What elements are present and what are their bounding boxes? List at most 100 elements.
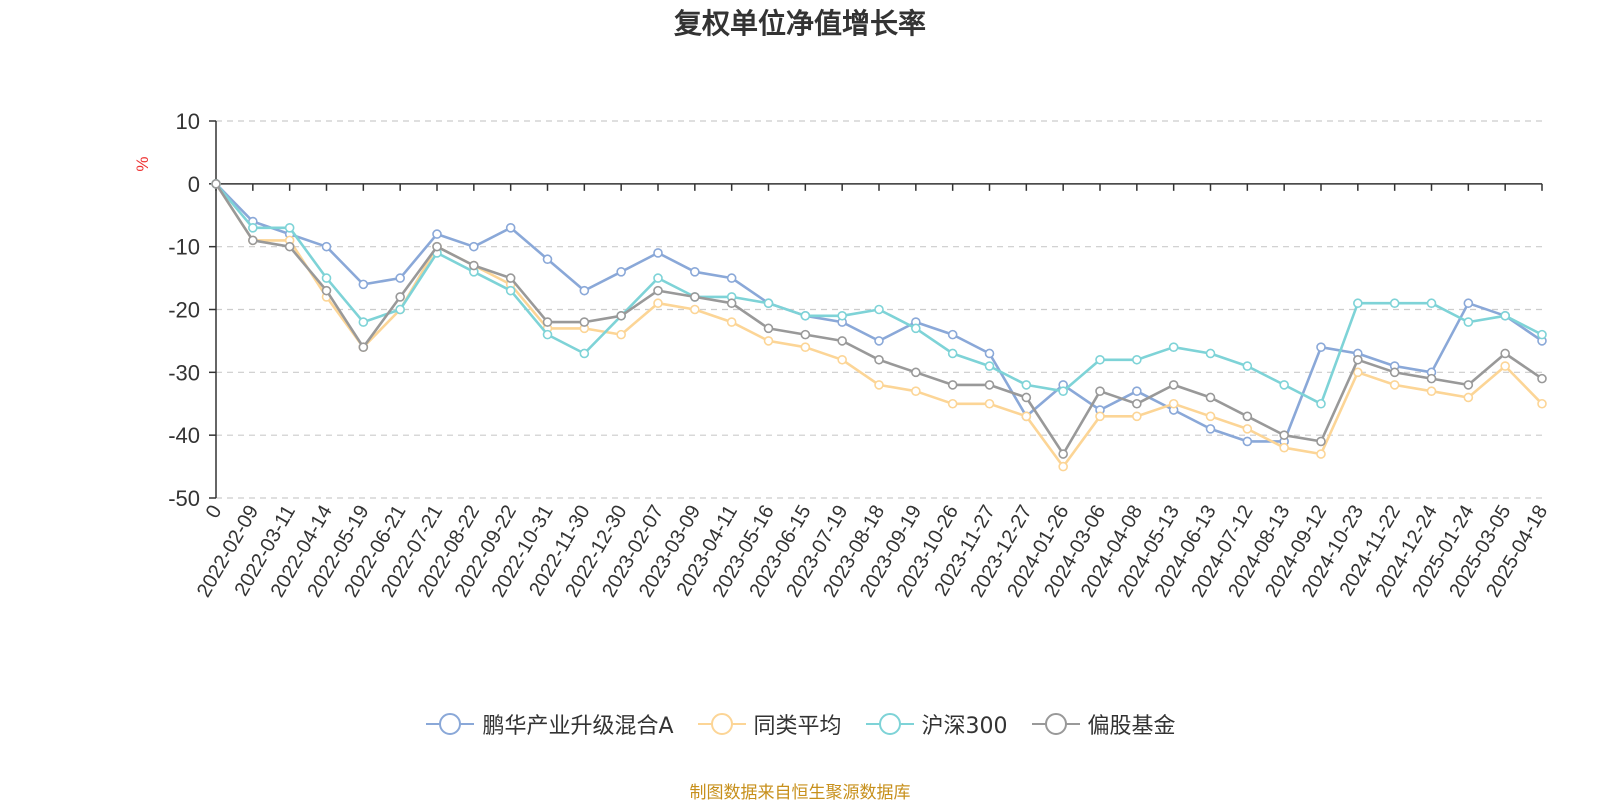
series-point-3 xyxy=(947,380,958,390)
series-point-0 xyxy=(321,241,332,252)
series-point-2 xyxy=(1132,354,1142,365)
series-point-3 xyxy=(837,336,847,346)
series-point-1 xyxy=(800,342,811,353)
series-point-2 xyxy=(579,348,590,359)
series-point-3 xyxy=(1205,392,1216,403)
series-point-3 xyxy=(616,310,626,321)
series-point-2 xyxy=(1205,348,1216,359)
series-point-3 xyxy=(874,354,884,365)
series-point-2 xyxy=(358,317,369,327)
y-tick-label: 10 xyxy=(176,109,200,134)
series-point-2 xyxy=(505,285,516,296)
series-point-3 xyxy=(358,342,369,353)
series-point-3 xyxy=(284,241,295,252)
series-point-3 xyxy=(653,285,663,296)
series-point-3 xyxy=(1168,380,1179,390)
y-tick-label: -20 xyxy=(168,298,200,323)
series-point-1 xyxy=(1316,449,1326,459)
series-point-2 xyxy=(542,329,553,340)
legend-hs300-icon xyxy=(865,713,914,735)
series-point-1 xyxy=(1426,386,1437,396)
series-point-1 xyxy=(1058,461,1068,472)
series-point-3 xyxy=(248,235,258,246)
legend-item-fund[interactable]: 鹏华产业升级混合A xyxy=(424,708,674,740)
y-tick-label: -50 xyxy=(168,486,200,511)
series-point-1 xyxy=(947,398,958,409)
series-point-3 xyxy=(911,367,921,378)
series-point-0 xyxy=(616,266,626,277)
source-note: 制图数据来自恒生聚源数据库 xyxy=(689,783,911,803)
series-point-3 xyxy=(1279,430,1289,440)
legend-hs300-label: 沪深300 xyxy=(921,714,1008,739)
series-line-1 xyxy=(214,183,1543,468)
series-point-2 xyxy=(1279,380,1289,390)
series-point-1 xyxy=(1353,367,1363,378)
series-point-0 xyxy=(947,329,958,340)
series-point-2 xyxy=(1500,310,1510,321)
series-point-1 xyxy=(1205,411,1216,422)
series-point-2 xyxy=(1021,380,1032,390)
series-point-2 xyxy=(395,304,405,315)
series-point-1 xyxy=(1537,398,1547,409)
series-point-3 xyxy=(1242,411,1253,422)
series-point-2 xyxy=(321,273,332,283)
series-point-3 xyxy=(690,292,700,302)
series-point-0 xyxy=(469,241,479,252)
series-point-2 xyxy=(248,223,258,233)
x-tick-label: 0 xyxy=(202,502,227,523)
series-point-2 xyxy=(911,323,921,334)
series-point-3 xyxy=(1389,367,1400,378)
series-point-2 xyxy=(1389,298,1400,309)
series-point-3 xyxy=(321,285,332,296)
series-line-2 xyxy=(215,182,1543,406)
series-point-2 xyxy=(763,298,774,309)
series-point-3 xyxy=(1095,386,1105,396)
series-point-0 xyxy=(984,348,995,359)
series-point-2 xyxy=(837,310,847,321)
series-point-3 xyxy=(432,241,442,252)
legend-item-equity-fund[interactable]: 偏股基金 xyxy=(1030,708,1176,740)
series-point-3 xyxy=(1537,373,1547,384)
series-point-2 xyxy=(1316,398,1326,409)
series-point-1 xyxy=(911,386,921,396)
series-point-3 xyxy=(1058,449,1068,459)
series-point-2 xyxy=(1095,354,1105,365)
series-point-3 xyxy=(1500,348,1510,359)
series-point-3 xyxy=(726,298,737,309)
series-point-2 xyxy=(653,273,663,283)
series-point-2 xyxy=(984,361,995,371)
series-point-3 xyxy=(984,380,995,390)
series-point-0 xyxy=(690,266,700,277)
series-point-3 xyxy=(763,323,774,334)
series-point-3 xyxy=(1132,398,1142,409)
series-point-0 xyxy=(726,273,737,283)
series-point-3 xyxy=(1316,436,1326,447)
y-axis-label: % xyxy=(133,156,152,171)
series-line-3 xyxy=(214,183,1543,456)
series-point-0 xyxy=(395,273,405,283)
series-point-3 xyxy=(579,317,590,327)
series-point-1 xyxy=(616,329,626,340)
series-point-3 xyxy=(505,273,516,283)
series-point-1 xyxy=(653,298,663,309)
y-tick-label: 0 xyxy=(188,172,200,197)
series-point-1 xyxy=(1279,442,1289,453)
series-point-1 xyxy=(1021,411,1032,422)
axis-layer: 100-10-20-30-40-5002022-02-092022-03-112… xyxy=(168,109,1552,601)
series-point-1 xyxy=(1132,411,1142,422)
series-point-0 xyxy=(1463,298,1474,309)
series-point-0 xyxy=(579,285,590,296)
series-point-2 xyxy=(1426,298,1437,309)
line-chart: 100-10-20-30-40-5002022-02-092022-03-112… xyxy=(133,109,1552,601)
series-point-3 xyxy=(1463,380,1474,390)
legend: 鹏华产业升级混合A 同类平均 沪深300 偏股基金 xyxy=(0,708,1600,740)
series-point-3 xyxy=(1426,373,1437,384)
legend-item-hs300[interactable]: 沪深300 xyxy=(864,708,1008,740)
legend-item-peer-average[interactable]: 同类平均 xyxy=(696,708,842,740)
y-tick-label: -40 xyxy=(168,423,200,448)
series-point-1 xyxy=(837,354,847,365)
series-point-1 xyxy=(1389,380,1400,390)
series-point-2 xyxy=(1537,329,1547,340)
legend-equity-fund-label: 偏股基金 xyxy=(1087,714,1176,739)
series-layer xyxy=(211,179,1547,472)
